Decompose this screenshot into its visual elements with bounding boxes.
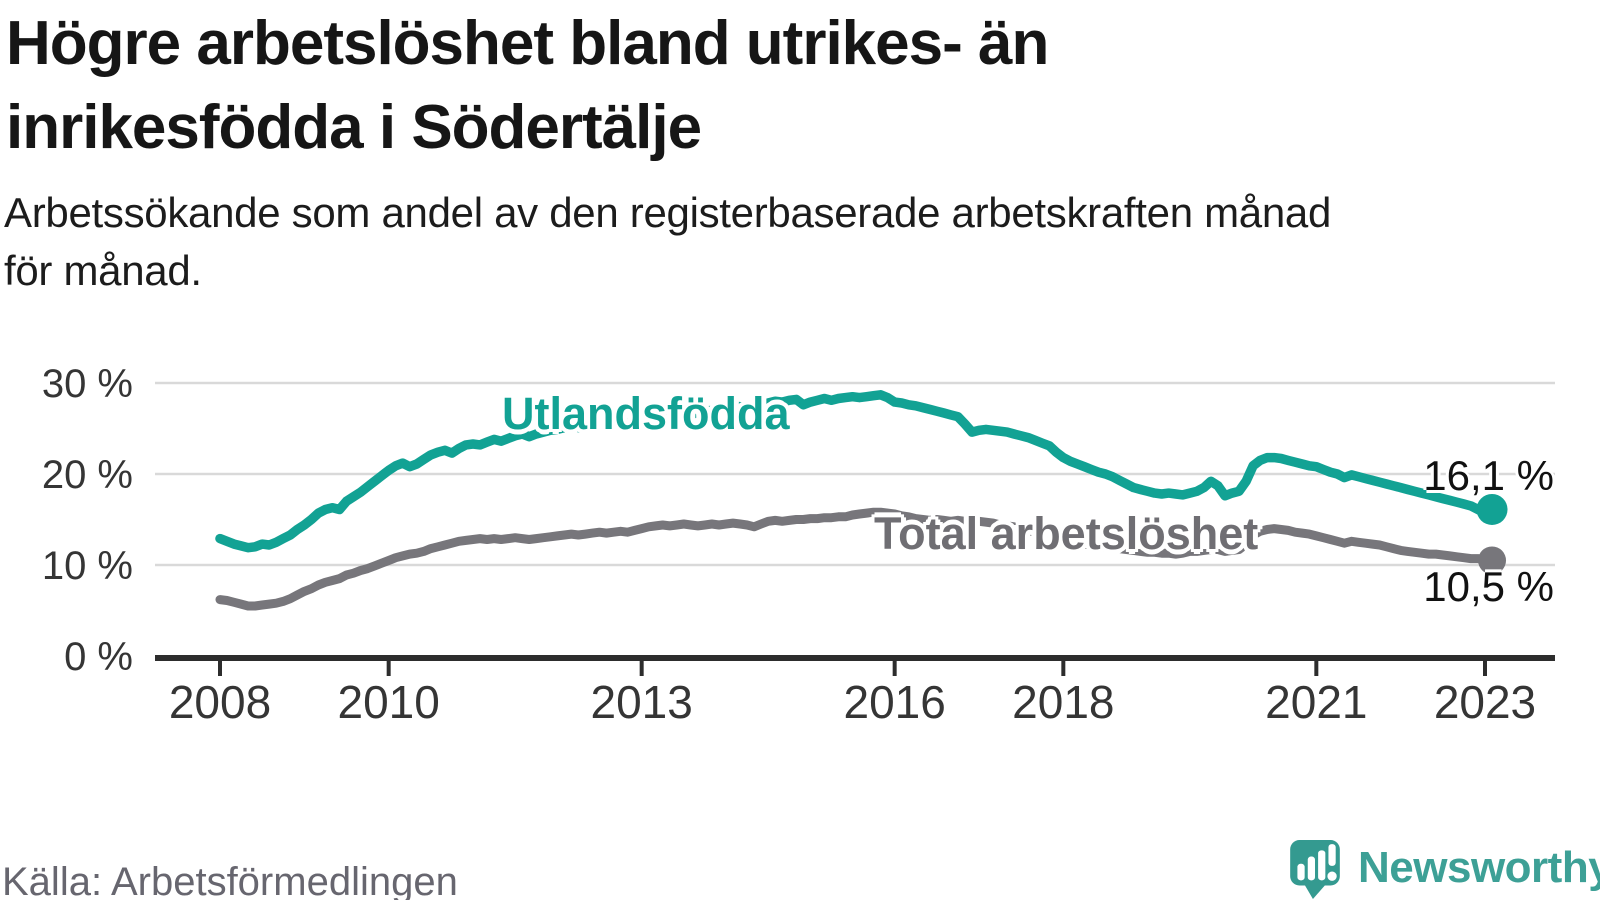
page-title: Högre arbetslöshet bland utrikes- än inr…: [6, 2, 1566, 170]
page-title-line1: Högre arbetslöshet bland utrikes- än: [6, 9, 1049, 78]
y-tick-label: 0 %: [64, 635, 133, 679]
x-tick-label: 2018: [1012, 676, 1114, 728]
brand-name: Newsworthy: [1358, 843, 1600, 892]
y-tick-label: 20 %: [42, 453, 133, 497]
x-tick-label: 2008: [169, 676, 271, 728]
x-tick-label: 2010: [337, 676, 439, 728]
series-end-dot-total: [1478, 546, 1507, 575]
series-end-dot-utlandsfodda: [1476, 493, 1508, 525]
y-tick-label: 10 %: [42, 544, 133, 588]
series-label-utlandsfodda: Utlandsfödda: [502, 388, 790, 439]
series-line-utlandsfodda: [215, 390, 1497, 553]
x-tick-label: 2016: [843, 676, 945, 728]
series-label-total-arbetsloshet: Total arbetslöshet: [874, 508, 1259, 559]
y-tick-label: 30 %: [42, 362, 133, 406]
end-value-label-total: 10,5 %: [1423, 563, 1554, 610]
end-value-label-utlandsfodda: 16,1 %: [1423, 452, 1554, 499]
page-subtitle-line1: Arbetssökande som andel av den registerb…: [4, 189, 1332, 236]
x-tick-label: 2021: [1265, 676, 1367, 728]
source-caption: Källa: Arbetsförmedlingen: [2, 860, 458, 900]
series-line-total: [215, 507, 1497, 611]
x-tick-label: 2023: [1434, 676, 1536, 728]
page-subtitle-line2: för månad.: [4, 247, 202, 294]
page-subtitle: Arbetssökande som andel av den registerb…: [4, 184, 1584, 300]
x-tick-label: 2013: [590, 676, 692, 728]
newsworthy-logo-icon: [1290, 840, 1340, 899]
page-title-line2: inrikesfödda i Södertälje: [6, 93, 702, 162]
